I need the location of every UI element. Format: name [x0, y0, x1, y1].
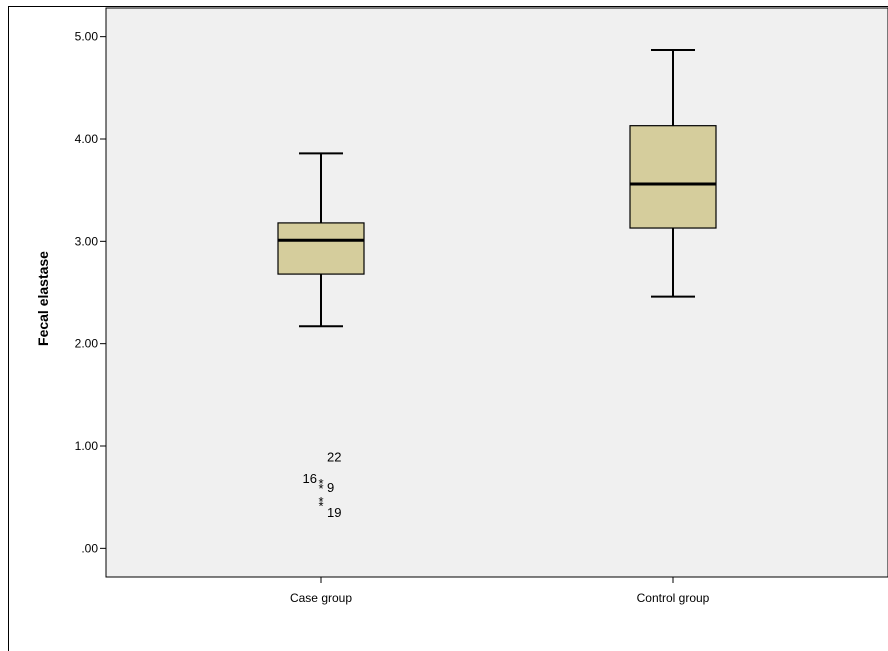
y-axis: .00 1.00 2.00 3.00 4.00 5.00: [75, 30, 106, 555]
y-tick-label: 1.00: [75, 439, 99, 453]
outlier-marker: *: [318, 481, 323, 496]
x-category-label: Control group: [637, 591, 710, 605]
y-tick-label: .00: [81, 541, 98, 555]
y-tick-label: 2.00: [75, 337, 99, 351]
box-case-group: *16* 9 * 19 * 22: [277, 152, 365, 520]
x-category-label: Case group: [290, 591, 352, 605]
y-tick-label: 5.00: [75, 30, 99, 44]
outlier-label: 9: [327, 480, 334, 495]
outlier-label: 19: [327, 505, 341, 520]
boxes-group: *16* 9 * 19 * 22: [277, 48, 717, 520]
interquartile-box: [629, 125, 717, 229]
interquartile-box: [277, 222, 365, 275]
outlier-marker: *: [318, 476, 323, 491]
y-tick-label: 3.00: [75, 234, 99, 248]
box-control-group: [629, 48, 717, 298]
plot-area: [105, 7, 888, 578]
outlier-marker: *: [318, 494, 323, 509]
y-axis-label: Fecal elastase: [35, 251, 51, 346]
outlier-label: 16: [303, 471, 317, 486]
x-axis: Case group Control group: [290, 577, 710, 605]
chart-frame: [8, 6, 888, 651]
outlier-label: 22: [327, 449, 341, 464]
outlier-marker: *: [318, 498, 323, 513]
y-tick-label: 4.00: [75, 132, 99, 146]
